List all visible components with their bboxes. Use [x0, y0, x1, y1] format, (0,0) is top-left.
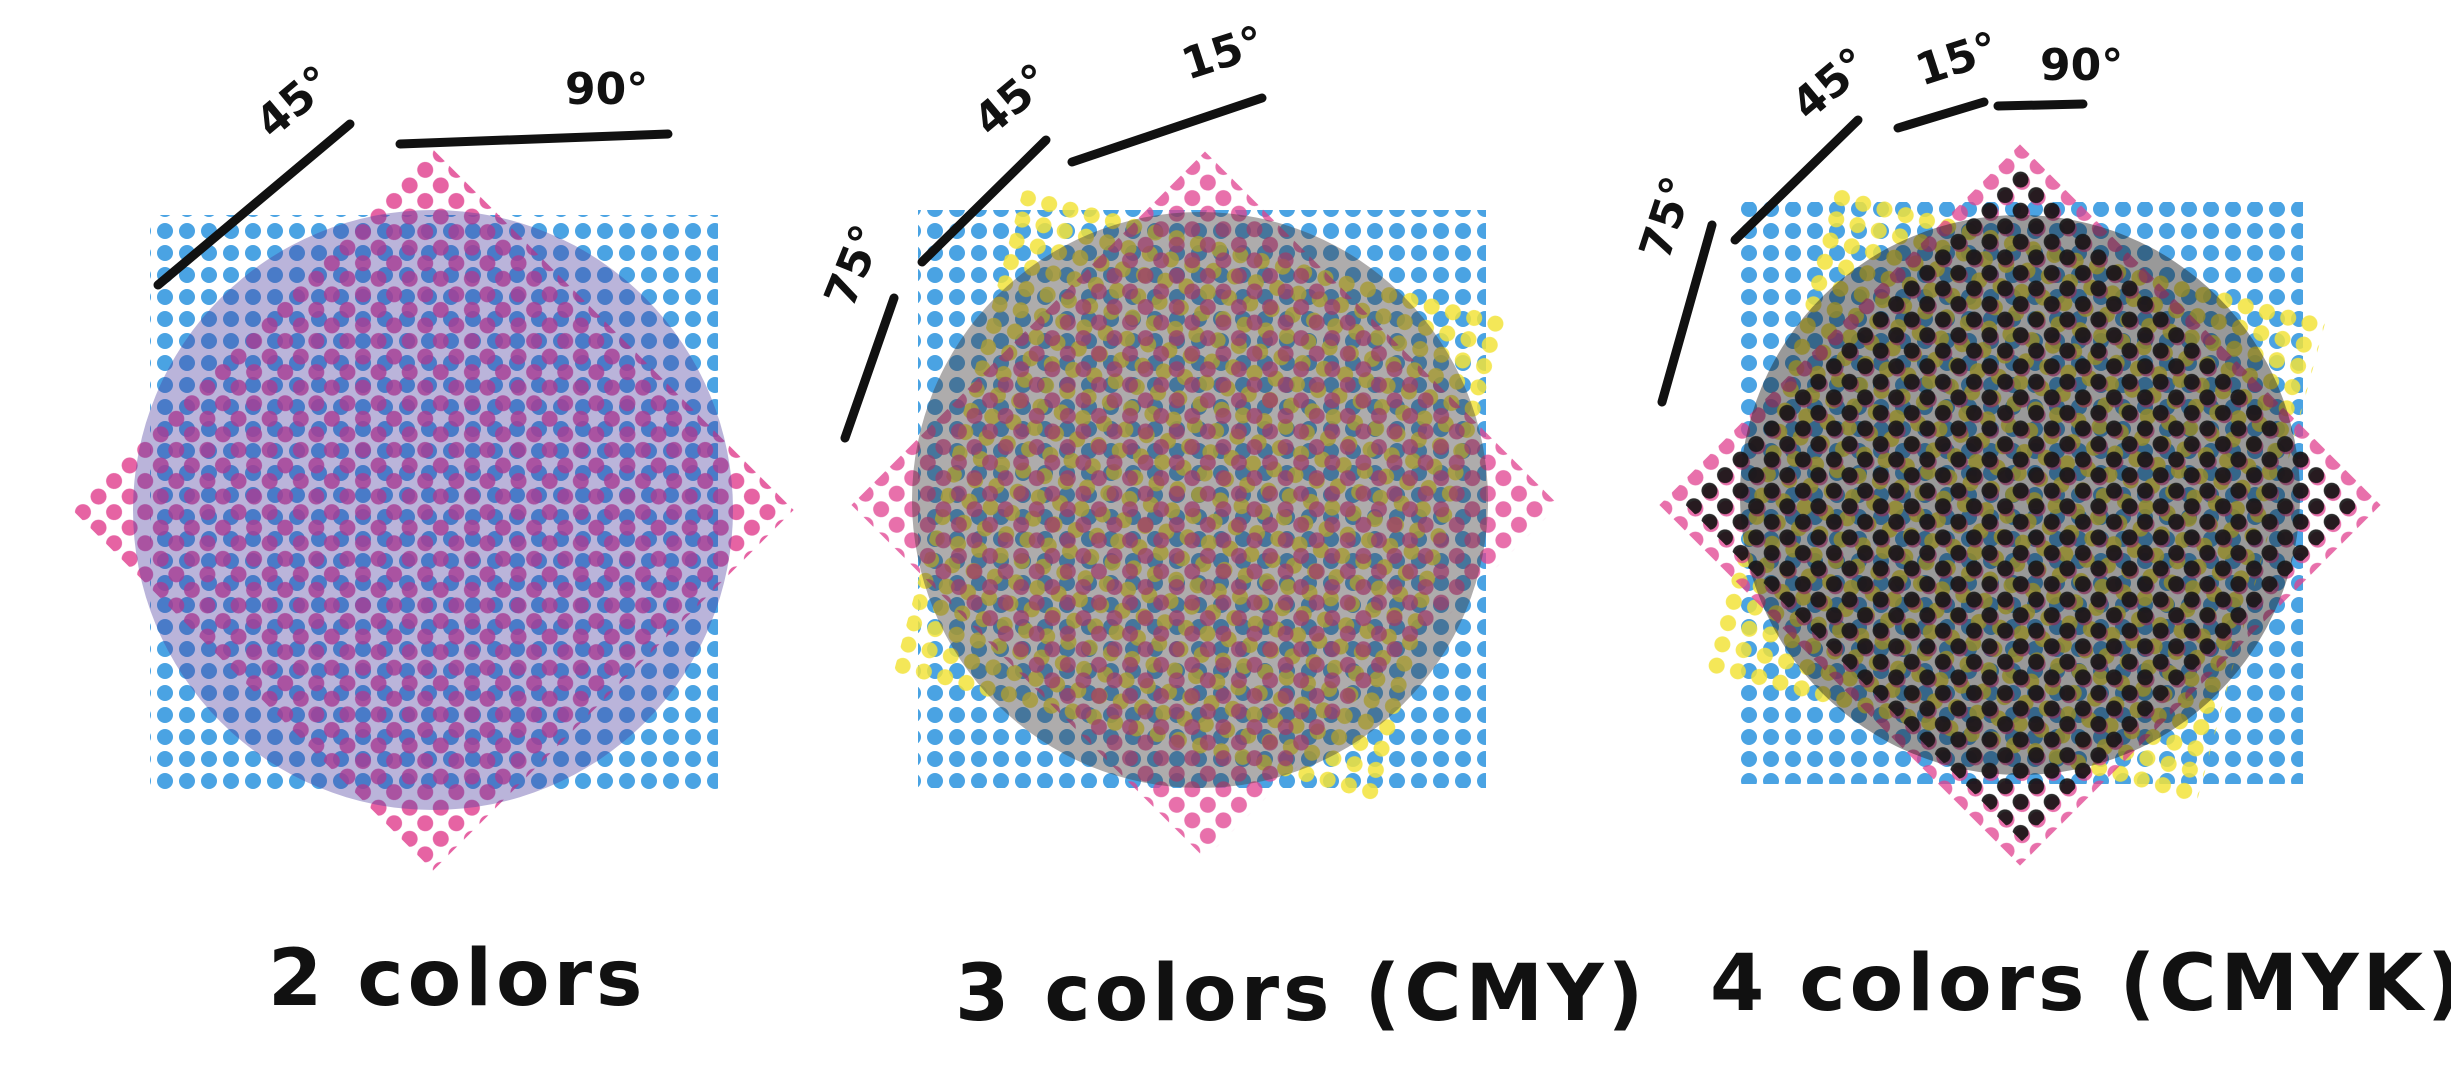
halftone-stack: [851, 151, 1559, 859]
overlap-rosette: [912, 212, 1488, 788]
halftone-stack: [1659, 144, 2381, 866]
panel-2-colors: 45° 90° 2 colors: [72, 56, 794, 1024]
angle-label-90: 90°: [565, 64, 648, 115]
overlap-rosette: [1740, 215, 2300, 775]
angle-line-15: [1067, 93, 1267, 167]
halftone-stack: [72, 149, 794, 871]
angle-label-45: 45°: [246, 56, 343, 149]
angle-line-45: [153, 119, 355, 290]
caption-4-colors: 4 colors (CMYK): [1710, 939, 2451, 1029]
caption-3-colors: 3 colors (CMY): [955, 949, 1647, 1039]
overlap-rosette: [133, 210, 733, 810]
angle-label-15: 15°: [1910, 22, 2005, 96]
angle-line-90: [1993, 99, 2088, 111]
caption-2-colors: 2 colors: [268, 934, 646, 1024]
angle-line-75: [840, 293, 899, 443]
angle-line-15: [1893, 97, 1989, 133]
angle-label-75: 75°: [1630, 170, 1704, 265]
panel-3-colors: 75° 45° 15° 3 colors (CMY): [815, 16, 1647, 1039]
angle-label-45: 45°: [1782, 38, 1879, 131]
angle-label-75: 75°: [815, 218, 893, 314]
angle-line-45: [917, 135, 1051, 267]
angle-label-45: 45°: [964, 54, 1061, 147]
angle-label-15: 15°: [1176, 16, 1271, 90]
angle-line-90: [395, 129, 673, 149]
panel-4-colors: 75° 45° 15° 90° 4 colors (CMYK): [1630, 22, 2451, 1029]
angle-line-45: [1730, 115, 1863, 245]
angle-line-75: [1657, 220, 1717, 407]
angle-label-90: 90°: [2040, 40, 2123, 91]
